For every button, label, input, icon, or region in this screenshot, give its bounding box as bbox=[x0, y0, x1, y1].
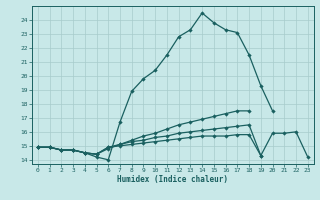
X-axis label: Humidex (Indice chaleur): Humidex (Indice chaleur) bbox=[117, 175, 228, 184]
